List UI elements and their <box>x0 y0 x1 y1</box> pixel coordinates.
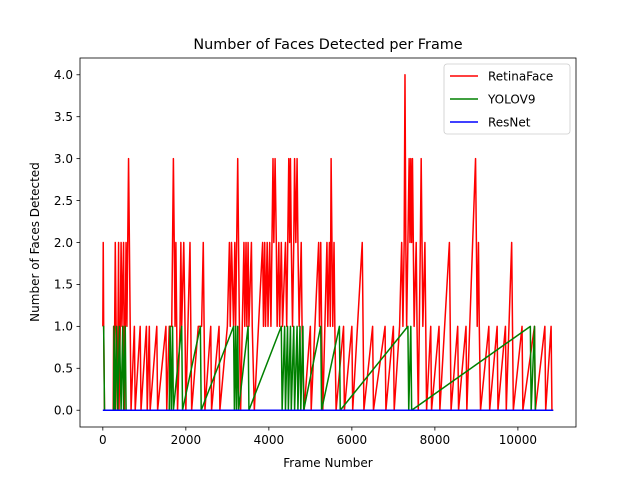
legend-box <box>443 63 571 135</box>
series-lines <box>102 74 554 411</box>
x-tick-label: 2000 <box>171 433 202 447</box>
legend-label-resnet: ResNet <box>488 115 531 129</box>
x-tick-label: 10000 <box>499 433 537 447</box>
series-line-retinaface <box>102 74 554 411</box>
legend-label-yolov9: YOLOV9 <box>487 92 535 106</box>
chart-title: Number of Faces Detected per Frame <box>193 37 462 53</box>
x-tick-label: 6000 <box>337 433 368 447</box>
series-line-yolov9 <box>102 325 554 411</box>
y-tick-label: 2.5 <box>54 194 73 208</box>
y-tick-label: 3.5 <box>54 110 73 124</box>
x-axis-label: Frame Number <box>283 456 372 470</box>
x-tick-label: 0 <box>99 433 107 447</box>
x-tick-label: 4000 <box>254 433 285 447</box>
legend-label-retinaface: RetinaFace <box>488 69 553 83</box>
y-tick-label: 1.5 <box>54 278 73 292</box>
y-tick-label: 4.0 <box>54 68 73 82</box>
legend: RetinaFace YOLOV9 ResNet <box>443 63 571 135</box>
x-axis: 0 2000 4000 6000 8000 10000 <box>99 427 537 447</box>
y-axis: 0.0 0.5 1.0 1.5 2.0 2.5 3.0 3.5 4.0 <box>54 68 80 418</box>
y-axis-label: Number of Faces Detected <box>28 162 42 322</box>
y-tick-label: 2.0 <box>54 236 73 250</box>
y-tick-label: 1.0 <box>54 320 73 334</box>
x-tick-label: 8000 <box>420 433 451 447</box>
y-tick-label: 3.0 <box>54 152 73 166</box>
y-tick-label: 0.0 <box>54 404 73 418</box>
y-tick-label: 0.5 <box>54 362 73 376</box>
